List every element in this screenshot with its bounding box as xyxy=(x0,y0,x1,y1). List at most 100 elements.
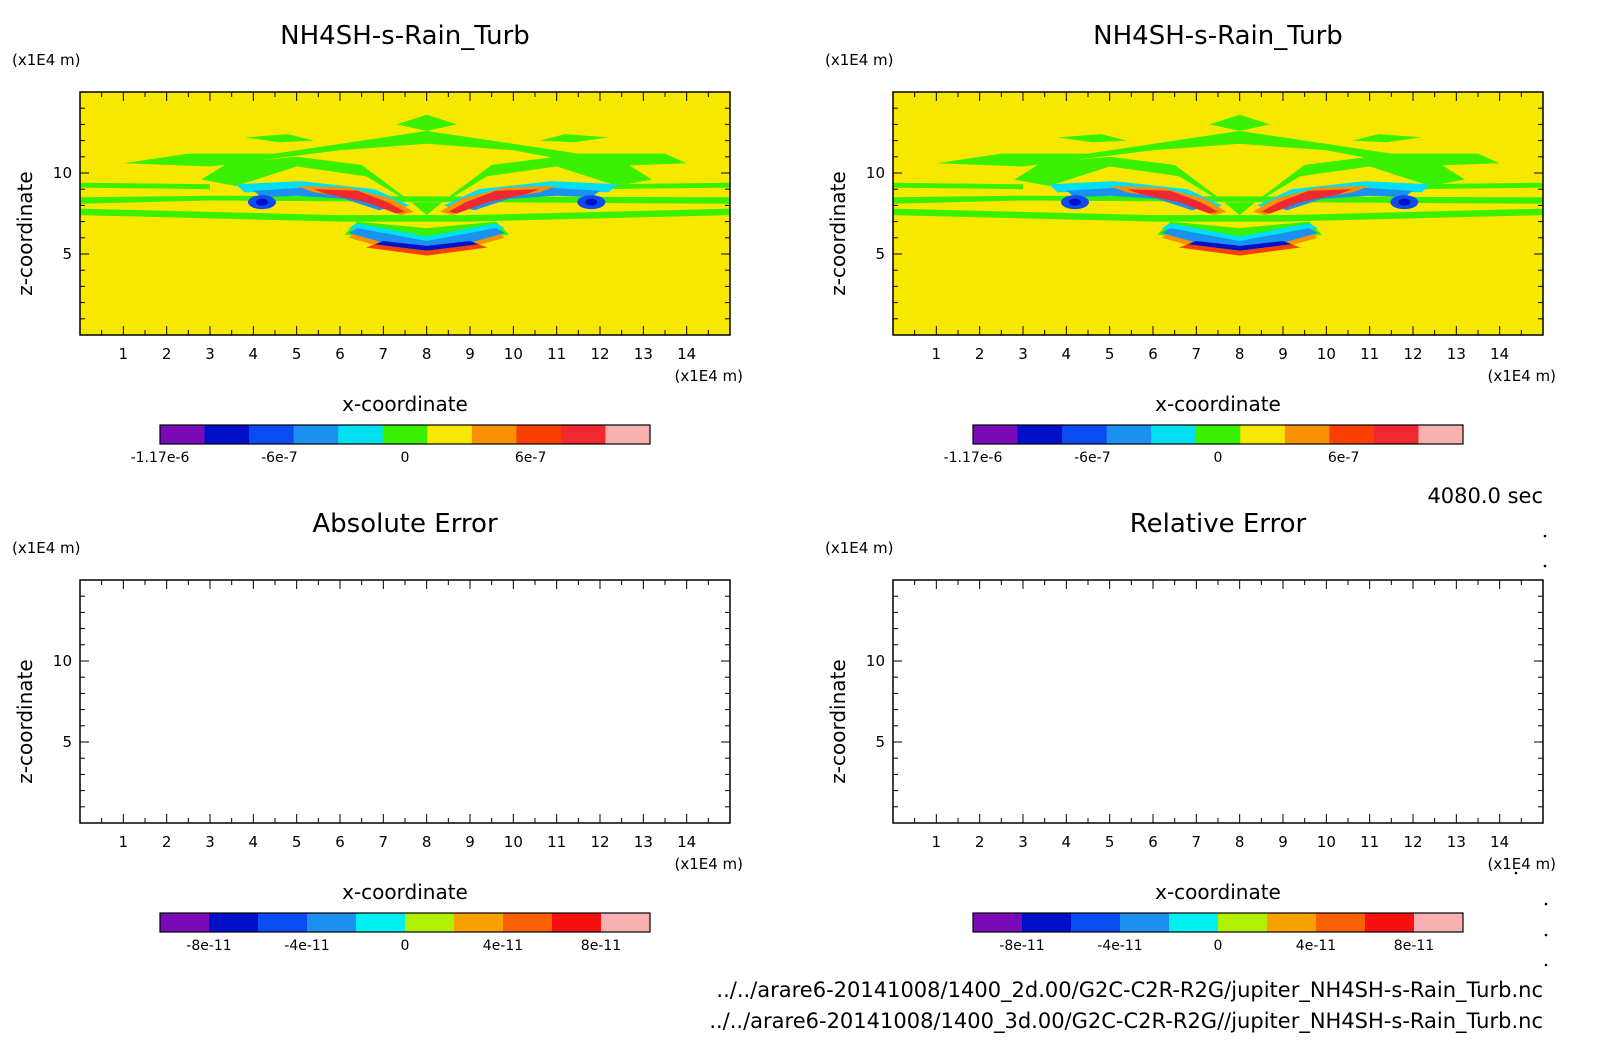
colorbar-swatch xyxy=(560,425,606,444)
y-tick-label: 10 xyxy=(866,652,885,670)
colorbar-swatch xyxy=(1365,913,1415,932)
x-tick-label: 1 xyxy=(932,345,942,363)
colorbar: -1.17e-6 -6e-7 0 6e-7 xyxy=(131,424,651,466)
colorbar-swatch xyxy=(1267,913,1317,932)
colorbar: -8e-11 -4e-11 0 4e-11 8e-11 xyxy=(972,912,1464,954)
colorbar-label: -1.17e-6 xyxy=(131,450,190,466)
colorbar-label: 0 xyxy=(1214,938,1223,954)
x-tick-label: 11 xyxy=(547,345,566,363)
colorbar-swatch xyxy=(1071,913,1121,932)
x-tick-label: 8 xyxy=(422,345,432,363)
x-tick-label: 10 xyxy=(1317,345,1336,363)
x-axis-label: x-coordinate xyxy=(1155,880,1281,904)
corner-dots xyxy=(1514,534,1548,967)
colorbar-label: 4e-11 xyxy=(1296,938,1336,954)
y-tick-label: 5 xyxy=(875,245,885,263)
x-axis-label: x-coordinate xyxy=(1155,392,1281,416)
x-tick-label: 10 xyxy=(1317,833,1336,851)
x-tick-label: 9 xyxy=(465,345,475,363)
x-tick-label: 13 xyxy=(1447,833,1466,851)
colorbar-label: 8e-11 xyxy=(1394,938,1434,954)
x-tick-label: 3 xyxy=(1018,345,1028,363)
x-axis-label: x-coordinate xyxy=(342,392,468,416)
panel-title: NH4SH-s-Rain_Turb xyxy=(280,21,530,51)
plot-frame xyxy=(79,579,731,824)
x-tick-label: 7 xyxy=(1192,345,1202,363)
x-tick-label: 14 xyxy=(677,833,696,851)
x-tick-label: 11 xyxy=(1360,345,1379,363)
panel-title: Relative Error xyxy=(1130,509,1307,539)
x-tick-label: 8 xyxy=(422,833,432,851)
x-tick-label: 8 xyxy=(1235,833,1245,851)
x-tick-label: 1 xyxy=(119,345,129,363)
colorbar-swatch xyxy=(160,913,210,932)
panel-4: Relative Error(x1E4 m)1 2 3 4 5 6 7 8 9 10 11 12 13 1… xyxy=(825,509,1556,954)
y-tick-label: 10 xyxy=(53,164,72,182)
y-axis-label: z-coordinate xyxy=(826,171,850,295)
x-tick-label: 4 xyxy=(249,345,259,363)
colorbar-swatch xyxy=(160,425,206,444)
colorbar-label: -8e-11 xyxy=(999,938,1044,954)
x-tick-label: 5 xyxy=(1105,345,1115,363)
colorbar-label: -6e-7 xyxy=(1074,450,1111,466)
colorbar-swatch xyxy=(973,425,1019,444)
x-unit-label: (x1E4 m) xyxy=(674,367,743,385)
colorbar-swatch xyxy=(293,425,339,444)
panel-title: NH4SH-s-Rain_Turb xyxy=(1093,21,1343,51)
x-tick-label: 10 xyxy=(504,833,523,851)
x-tick-label: 12 xyxy=(1403,833,1422,851)
panel-3: Absolute Error(x1E4 m)1 2 3 4 5 6 7 8 9 10 11 12 13 1… xyxy=(12,509,743,954)
colorbar-swatch xyxy=(356,913,406,932)
colorbar-swatch xyxy=(1418,425,1464,444)
file-path-3d: ../../arare6-20141008/1400_3d.00/G2C-C2R… xyxy=(709,1009,1543,1034)
x-tick-label: 6 xyxy=(1148,833,1158,851)
colorbar-swatch xyxy=(1316,913,1366,932)
colorbar-label: -4e-11 xyxy=(284,938,329,954)
time-label: 4080.0 sec xyxy=(1427,484,1543,508)
x-tick-label: 2 xyxy=(975,345,985,363)
colorbar-swatch xyxy=(1017,425,1063,444)
x-tick-label: 10 xyxy=(504,345,523,363)
colorbar-label: 0 xyxy=(1214,450,1223,466)
x-tick-label: 3 xyxy=(205,833,215,851)
colorbar-swatch xyxy=(1240,425,1286,444)
x-tick-label: 12 xyxy=(590,345,609,363)
colorbar-label: 0 xyxy=(401,450,410,466)
x-tick-label: 13 xyxy=(634,345,653,363)
x-tick-label: 7 xyxy=(379,833,389,851)
colorbar-swatch xyxy=(249,425,295,444)
colorbar-swatch xyxy=(307,913,357,932)
colorbar-swatch xyxy=(1120,913,1170,932)
x-axis-label: x-coordinate xyxy=(342,880,468,904)
x-tick-label: 1 xyxy=(932,833,942,851)
colorbar-swatch xyxy=(1414,913,1464,932)
colorbar-swatch xyxy=(503,913,553,932)
y-unit-label: (x1E4 m) xyxy=(825,51,894,69)
panel-2: NH4SH-s-Rain_Turb(x1E4 m)1 2 3 4 5 6 7 8 9 10 11 12… xyxy=(825,21,1556,466)
x-tick-label: 3 xyxy=(1018,833,1028,851)
colorbar-swatch xyxy=(1329,425,1375,444)
panel-title: Absolute Error xyxy=(312,509,498,539)
colorbar-swatch xyxy=(1022,913,1072,932)
colorbar-swatch xyxy=(338,425,384,444)
x-tick-label: 5 xyxy=(292,345,302,363)
x-tick-label: 4 xyxy=(1062,833,1072,851)
y-axis-label: z-coordinate xyxy=(13,171,37,295)
x-tick-label: 12 xyxy=(1403,345,1422,363)
y-tick-label: 10 xyxy=(866,164,885,182)
x-tick-label: 11 xyxy=(547,833,566,851)
colorbar-label: -8e-11 xyxy=(186,938,231,954)
colorbar-swatch xyxy=(1284,425,1330,444)
x-unit-label: (x1E4 m) xyxy=(1487,855,1556,873)
y-tick-label: 5 xyxy=(62,733,72,751)
colorbar-swatch xyxy=(1195,425,1241,444)
colorbar-swatch xyxy=(1151,425,1197,444)
x-tick-label: 9 xyxy=(465,833,475,851)
x-tick-label: 7 xyxy=(1192,833,1202,851)
x-tick-label: 7 xyxy=(379,345,389,363)
x-tick-label: 9 xyxy=(1278,833,1288,851)
colorbar-swatch xyxy=(1218,913,1268,932)
colorbar-label: 0 xyxy=(401,938,410,954)
colorbar: -1.17e-6 -6e-7 0 6e-7 xyxy=(944,424,1464,466)
